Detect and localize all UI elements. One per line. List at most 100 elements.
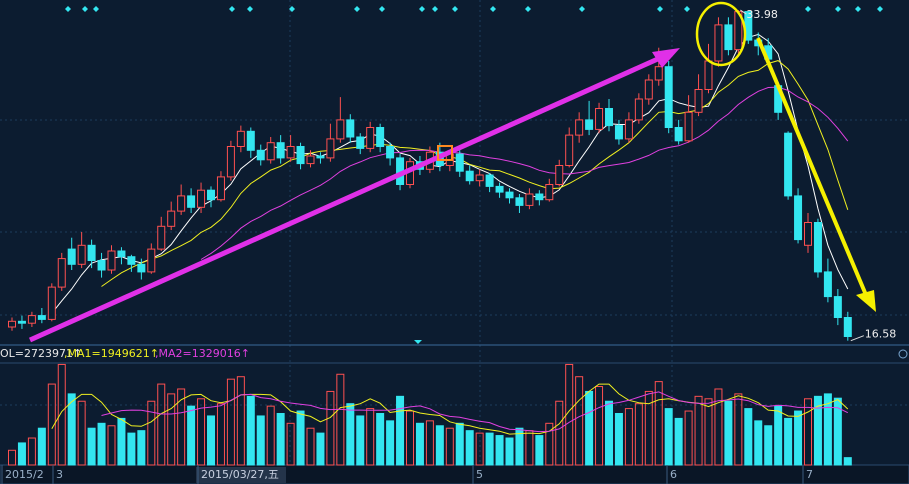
volume-bar xyxy=(804,398,812,466)
candle-body xyxy=(216,176,225,201)
candle-body xyxy=(595,108,604,130)
grid xyxy=(0,0,909,465)
volume-bar xyxy=(455,422,464,466)
volume-bar xyxy=(664,408,673,466)
x-tick-label: 6 xyxy=(670,468,677,481)
volume-bar xyxy=(326,390,335,466)
candle-body xyxy=(266,142,275,161)
volume-bar xyxy=(107,425,116,466)
date-highlight xyxy=(196,467,286,483)
volume-bar xyxy=(784,417,793,466)
volume-bar xyxy=(415,422,424,466)
volume-bar xyxy=(764,425,773,466)
ma20-line xyxy=(200,86,849,260)
event-marker xyxy=(379,6,385,12)
candle-body xyxy=(813,222,822,273)
high-label: 33.98 xyxy=(746,8,778,21)
volume-bar xyxy=(724,400,733,466)
candle-body xyxy=(177,195,186,212)
candle-body xyxy=(624,119,633,140)
volume-bar xyxy=(177,388,186,466)
volume-bar xyxy=(57,363,66,466)
x-tick-label: 2015/03/27,五 xyxy=(201,468,279,481)
candle-body xyxy=(664,66,673,128)
candle-body xyxy=(37,315,46,320)
candle-body xyxy=(226,146,235,178)
ma10-line xyxy=(101,60,849,287)
candle-body xyxy=(8,320,16,328)
candle-body xyxy=(804,222,812,246)
volume-bar xyxy=(266,405,275,466)
candle-body xyxy=(605,108,613,127)
event-marker xyxy=(289,6,295,12)
candle-body xyxy=(455,153,464,172)
volume-bar xyxy=(495,435,504,466)
candle-body xyxy=(545,184,554,201)
candle-body xyxy=(117,250,126,258)
candle-body xyxy=(694,89,703,113)
volume-bar xyxy=(545,422,554,466)
candle-body xyxy=(366,127,375,149)
candle-body xyxy=(794,195,803,241)
volume-bar xyxy=(356,415,365,466)
candle-body xyxy=(505,191,514,199)
volume-bar xyxy=(256,415,265,466)
volume-legend: ,MA1=1949621↑ xyxy=(64,347,159,360)
candle-body xyxy=(475,174,484,182)
volume-bar xyxy=(197,398,206,466)
arrowhead xyxy=(856,290,876,312)
volume-bar xyxy=(117,417,126,466)
event-marker xyxy=(229,6,235,12)
volume-bar xyxy=(87,427,96,466)
volume-bar xyxy=(605,400,613,466)
volume-bar xyxy=(614,413,623,466)
trend-arrow xyxy=(28,55,662,343)
candle-body xyxy=(316,155,325,159)
volume-bar xyxy=(67,393,76,466)
volume-bar xyxy=(704,398,713,466)
volume-bar xyxy=(27,437,36,466)
volume-bar xyxy=(774,405,783,466)
volume-bar xyxy=(406,410,414,466)
candle-body xyxy=(525,193,534,206)
candle-body xyxy=(674,127,683,142)
high-leader xyxy=(740,9,747,15)
volume-bar xyxy=(276,413,285,466)
volume-bar xyxy=(226,378,235,466)
candle-body xyxy=(137,263,146,273)
candle-body xyxy=(654,66,663,81)
volume-bar xyxy=(346,403,355,466)
event-marker xyxy=(490,6,496,12)
x-tick-label: 2015/2 xyxy=(5,468,44,481)
candle-body xyxy=(17,320,26,324)
candle-body xyxy=(575,119,584,136)
volume-bar xyxy=(425,420,434,466)
event-marker xyxy=(419,6,425,12)
candle-body xyxy=(535,193,544,201)
volume-bar xyxy=(396,395,405,466)
candle-body xyxy=(286,146,295,159)
candle-body xyxy=(465,170,474,182)
candle-body xyxy=(614,125,623,140)
event-marker xyxy=(579,6,585,12)
scroll-marker xyxy=(414,340,422,344)
volume-bar xyxy=(485,432,494,466)
arrowhead xyxy=(652,48,680,68)
trend-arrow xyxy=(756,37,868,296)
candle-body xyxy=(555,165,564,185)
candle-body xyxy=(714,24,723,62)
volume-bar xyxy=(17,442,26,466)
low-label: 16.58 xyxy=(865,328,897,341)
candle-body xyxy=(386,146,395,159)
candle-body xyxy=(97,260,106,271)
event-marker xyxy=(82,6,88,12)
peak-circle xyxy=(695,1,747,67)
volume-bar xyxy=(37,427,46,466)
event-marker xyxy=(525,6,531,12)
cursor-box xyxy=(437,145,453,161)
candle-body xyxy=(495,185,504,193)
volume-bar xyxy=(147,400,156,466)
volume-bar xyxy=(684,410,693,466)
volume-bar xyxy=(694,395,703,466)
